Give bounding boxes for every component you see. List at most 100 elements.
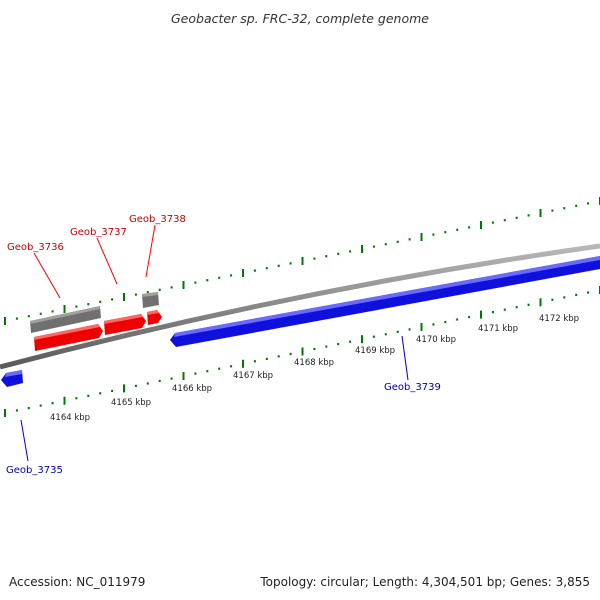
upper-tick-row bbox=[4, 197, 600, 325]
minor-tick bbox=[146, 291, 149, 294]
minor-tick bbox=[575, 204, 578, 207]
major-tick bbox=[420, 233, 423, 241]
minor-tick bbox=[575, 293, 578, 296]
minor-tick bbox=[527, 214, 530, 217]
minor-tick bbox=[277, 355, 280, 358]
minor-tick bbox=[503, 308, 506, 311]
accession-text: Accession: NC_011979 bbox=[9, 575, 145, 589]
minor-tick bbox=[230, 274, 233, 277]
major-tick bbox=[182, 372, 185, 381]
lower-tick-row bbox=[4, 286, 600, 417]
scale-tick-label: 4171 kbp bbox=[478, 324, 518, 334]
minor-tick bbox=[468, 316, 471, 319]
minor-tick bbox=[51, 402, 54, 405]
genome-summary-text: Topology: circular; Length: 4,304,501 bp… bbox=[259, 575, 590, 589]
leader-line bbox=[401, 335, 409, 381]
major-tick bbox=[301, 347, 304, 356]
gene-arrow-highlight bbox=[104, 314, 143, 324]
minor-tick bbox=[408, 238, 411, 241]
scale-tick-label: 4172 kbp bbox=[539, 314, 579, 324]
minor-tick bbox=[27, 407, 30, 410]
minor-tick bbox=[170, 377, 173, 380]
major-tick bbox=[361, 335, 363, 344]
minor-tick bbox=[265, 267, 268, 270]
major-tick bbox=[63, 396, 66, 405]
major-tick bbox=[480, 221, 482, 229]
minor-tick bbox=[396, 240, 399, 243]
major-tick bbox=[4, 317, 6, 325]
minor-tick bbox=[444, 231, 447, 234]
minor-tick bbox=[99, 392, 102, 395]
minor-tick bbox=[563, 207, 566, 210]
minor-tick bbox=[325, 345, 328, 348]
scale-tick-label: 4164 kbp bbox=[50, 413, 90, 423]
minor-tick bbox=[456, 318, 459, 321]
minor-tick bbox=[515, 306, 518, 309]
minor-tick bbox=[372, 245, 375, 248]
major-tick bbox=[361, 245, 363, 253]
minor-tick bbox=[277, 264, 280, 267]
gene-label-geob-3737[interactable]: Geob_3737 bbox=[70, 227, 127, 238]
minor-tick bbox=[432, 323, 435, 326]
gene-label-geob-3739[interactable]: Geob_3739 bbox=[384, 382, 441, 393]
gene-label-geob-3735[interactable]: Geob_3735 bbox=[6, 465, 63, 476]
gene-label-geob-3736[interactable]: Geob_3736 bbox=[7, 242, 64, 253]
scale-tick-label: 4167 kbp bbox=[233, 371, 273, 381]
gene-label-geob-3738[interactable]: Geob_3738 bbox=[129, 214, 186, 225]
minor-tick bbox=[206, 370, 209, 373]
gene-arrow-highlight bbox=[174, 256, 600, 337]
feature-block[interactable] bbox=[142, 292, 158, 297]
leader-line bbox=[33, 252, 61, 299]
major-tick bbox=[123, 293, 125, 301]
gene-arrow-geob-3736[interactable] bbox=[34, 324, 103, 351]
scale-tick-label: 4168 kbp bbox=[294, 358, 334, 368]
feature-block[interactable] bbox=[30, 306, 101, 333]
minor-tick bbox=[27, 315, 30, 318]
gene-arrow-highlight bbox=[147, 310, 159, 315]
major-tick bbox=[539, 298, 542, 307]
major-tick bbox=[4, 409, 6, 417]
major-tick bbox=[242, 359, 244, 368]
minor-tick bbox=[432, 233, 435, 236]
minor-tick bbox=[551, 209, 554, 212]
minor-tick bbox=[170, 286, 173, 289]
minor-tick bbox=[253, 360, 256, 363]
minor-tick bbox=[134, 384, 137, 387]
minor-tick bbox=[15, 409, 18, 412]
leader-line bbox=[96, 237, 118, 285]
minor-tick bbox=[75, 397, 78, 400]
minor-tick bbox=[444, 320, 447, 324]
minor-tick bbox=[587, 291, 590, 294]
minor-tick bbox=[75, 305, 78, 308]
major-tick bbox=[301, 257, 304, 265]
scale-tick-label: 4169 kbp bbox=[355, 346, 395, 356]
minor-tick bbox=[337, 252, 340, 255]
minor-tick bbox=[51, 310, 54, 313]
minor-tick bbox=[158, 379, 161, 383]
minor-tick bbox=[87, 394, 90, 397]
minor-tick bbox=[158, 288, 161, 291]
minor-tick bbox=[313, 257, 316, 260]
major-tick bbox=[539, 209, 542, 217]
minor-tick bbox=[337, 343, 340, 346]
minor-tick bbox=[313, 347, 316, 351]
major-tick bbox=[63, 305, 66, 313]
minor-tick bbox=[551, 298, 554, 301]
minor-tick bbox=[194, 372, 197, 375]
minor-tick bbox=[218, 276, 221, 279]
minor-tick bbox=[408, 328, 411, 331]
minor-tick bbox=[134, 293, 137, 296]
minor-tick bbox=[491, 311, 494, 314]
minor-tick bbox=[491, 221, 494, 224]
minor-tick bbox=[15, 317, 18, 320]
scale-tick-label: 4170 kbp bbox=[416, 335, 456, 345]
genome-backbone bbox=[0, 243, 600, 370]
minor-tick bbox=[396, 330, 399, 333]
minor-tick bbox=[325, 255, 328, 258]
major-tick bbox=[242, 269, 244, 277]
minor-tick bbox=[515, 216, 518, 219]
minor-tick bbox=[349, 250, 352, 253]
minor-tick bbox=[503, 219, 506, 222]
feature-block[interactable] bbox=[30, 306, 100, 324]
